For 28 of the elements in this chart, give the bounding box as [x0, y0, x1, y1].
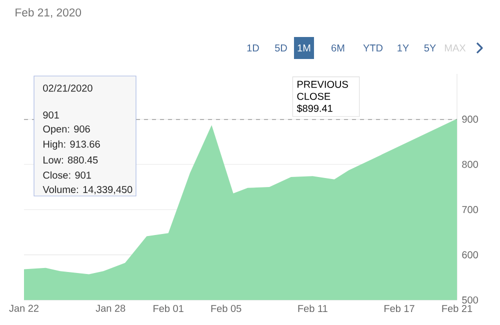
y-tick-label: 700	[462, 206, 478, 214]
annotation: 901	[43, 111, 59, 119]
text: 1Y	[398, 44, 409, 52]
chart-title: Feb 21, 2020	[16, 8, 82, 18]
annotation: 02/21/2020	[43, 84, 92, 92]
y-tick-label: 800	[462, 160, 478, 168]
text: 6M	[332, 44, 344, 52]
x-tick-label: Feb 01	[154, 304, 184, 312]
annotation: High: 913.66	[44, 140, 100, 150]
x-tick-label: Jan 22	[9, 304, 38, 312]
x-tick-label: Feb 21	[442, 304, 472, 312]
annotation: Close: 901	[43, 171, 91, 179]
annotation: Volume: 14,339,450	[42, 186, 132, 194]
ref-line-label: PREVIOUS CLOSE $899.41	[296, 80, 348, 112]
x-tick-label: Feb 05	[211, 304, 242, 312]
x-tick-label: Jan 28	[96, 304, 126, 312]
y-tick-label: 600	[462, 251, 478, 258]
text: 5D	[275, 44, 287, 52]
text: 1M	[298, 44, 310, 52]
annotation: Open: 906	[43, 125, 90, 135]
text: 1D	[247, 44, 259, 52]
text: YTD	[363, 44, 383, 52]
x-tick-label: Feb 17	[384, 304, 414, 312]
annotation: Low: 880.45	[44, 156, 98, 164]
y-tick-label: 900	[462, 116, 478, 123]
x-tick-label: Feb 11	[298, 304, 328, 312]
text: 5Y	[424, 44, 436, 52]
y-tick-label: 500	[462, 296, 478, 304]
